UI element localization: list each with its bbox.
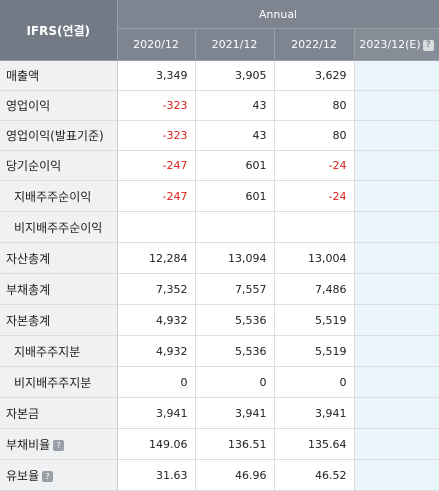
cell-2021: 5,536	[195, 335, 275, 367]
cell-2022: 13,004	[274, 242, 355, 274]
cell-2021: 3,905	[195, 60, 275, 91]
cell-2022: 80	[274, 120, 355, 151]
table-row: 당기순이익 -247 601 -24	[0, 150, 439, 181]
cell-2023e	[354, 459, 439, 491]
cell-2021: 43	[195, 120, 275, 151]
cell-2022: 7,486	[274, 273, 355, 305]
question-icon[interactable]: ?	[42, 470, 54, 482]
cell-2021: 5,536	[195, 304, 275, 336]
cell-2021: 601	[195, 150, 275, 181]
cell-2020: 0	[117, 366, 196, 398]
cell-2023e	[354, 211, 439, 243]
cell-2021: 43	[195, 90, 275, 121]
row-label: 비지배주주순이익	[0, 211, 118, 243]
cell-2023e	[354, 180, 439, 212]
cell-2021: 136.51	[195, 428, 275, 460]
cell-2020: 4,932	[117, 335, 196, 367]
cell-2020: 4,932	[117, 304, 196, 336]
year-header-2023-estimate: 2023/12(E)?	[354, 28, 439, 61]
row-label: 비지배주주지분	[0, 366, 118, 398]
row-label: 영업이익(발표기준)	[0, 120, 118, 151]
cell-2021: 7,557	[195, 273, 275, 305]
row-label: 지배주주순이익	[0, 180, 118, 212]
annual-header: Annual	[117, 0, 439, 29]
year-header-2022: 2022/12	[274, 28, 355, 61]
table-row: 유보율? 31.63 46.96 46.52	[0, 459, 439, 491]
table-row: 지배주주순이익 -247 601 -24	[0, 180, 439, 212]
cell-2022	[274, 211, 355, 243]
cell-2020: 3,349	[117, 60, 196, 91]
table-row: 영업이익 -323 43 80	[0, 90, 439, 121]
cell-2021: 46.96	[195, 459, 275, 491]
cell-2020: -247	[117, 150, 196, 181]
row-label: 매출액	[0, 60, 118, 91]
year-header-2020: 2020/12	[117, 28, 196, 61]
cell-2023e	[354, 397, 439, 429]
cell-2020: 12,284	[117, 242, 196, 274]
year-header-2021: 2021/12	[195, 28, 275, 61]
cell-2020: 31.63	[117, 459, 196, 491]
table-row: 비지배주주순이익	[0, 211, 439, 243]
row-label: 부채총계	[0, 273, 118, 305]
table-row: 비지배주주지분 0 0 0	[0, 366, 439, 398]
table-row: 영업이익(발표기준) -323 43 80	[0, 120, 439, 151]
cell-2023e	[354, 120, 439, 151]
cell-2020: 149.06	[117, 428, 196, 460]
cell-2020: -323	[117, 120, 196, 151]
cell-2022: 0	[274, 366, 355, 398]
cell-2021: 3,941	[195, 397, 275, 429]
cell-2022: 3,941	[274, 397, 355, 429]
table-row: 부채총계 7,352 7,557 7,486	[0, 273, 439, 305]
row-label: 자본총계	[0, 304, 118, 336]
table-row: 자본총계 4,932 5,536 5,519	[0, 304, 439, 336]
estimate-year-label: 2023/12(E)	[359, 38, 421, 51]
cell-2021: 13,094	[195, 242, 275, 274]
cell-2020: -247	[117, 180, 196, 212]
cell-2022: -24	[274, 180, 355, 212]
cell-2023e	[354, 90, 439, 121]
row-label-with-help: 부채비율?	[0, 428, 118, 460]
row-label-with-help: 유보율?	[0, 459, 118, 491]
cell-2021: 0	[195, 366, 275, 398]
cell-2020: 7,352	[117, 273, 196, 305]
cell-2020	[117, 211, 196, 243]
question-icon[interactable]: ?	[422, 39, 434, 51]
cell-2022: 5,519	[274, 335, 355, 367]
row-label: 부채비율	[6, 437, 51, 452]
cell-2022: 46.52	[274, 459, 355, 491]
row-label: 당기순이익	[0, 150, 118, 181]
cell-2022: 5,519	[274, 304, 355, 336]
cell-2021	[195, 211, 275, 243]
table-row: 자본금 3,941 3,941 3,941	[0, 397, 439, 429]
table-row: 부채비율? 149.06 136.51 135.64	[0, 428, 439, 460]
cell-2023e	[354, 60, 439, 91]
cell-2023e	[354, 150, 439, 181]
row-label: 지배주주지분	[0, 335, 118, 367]
cell-2022: 3,629	[274, 60, 355, 91]
table-row: 매출액 3,349 3,905 3,629	[0, 60, 439, 91]
row-label: 영업이익	[0, 90, 118, 121]
cell-2022: 135.64	[274, 428, 355, 460]
row-label: 자산총계	[0, 242, 118, 274]
cell-2021: 601	[195, 180, 275, 212]
cell-2023e	[354, 304, 439, 336]
ifrs-header: IFRS(연결)	[0, 0, 118, 61]
table-row: 지배주주지분 4,932 5,536 5,519	[0, 335, 439, 367]
cell-2023e	[354, 273, 439, 305]
cell-2020: 3,941	[117, 397, 196, 429]
cell-2023e	[354, 428, 439, 460]
cell-2022: -24	[274, 150, 355, 181]
table-row: 자산총계 12,284 13,094 13,004	[0, 242, 439, 274]
cell-2022: 80	[274, 90, 355, 121]
row-label: 자본금	[0, 397, 118, 429]
cell-2023e	[354, 366, 439, 398]
question-icon[interactable]: ?	[53, 439, 65, 451]
cell-2023e	[354, 335, 439, 367]
cell-2023e	[354, 242, 439, 274]
cell-2020: -323	[117, 90, 196, 121]
